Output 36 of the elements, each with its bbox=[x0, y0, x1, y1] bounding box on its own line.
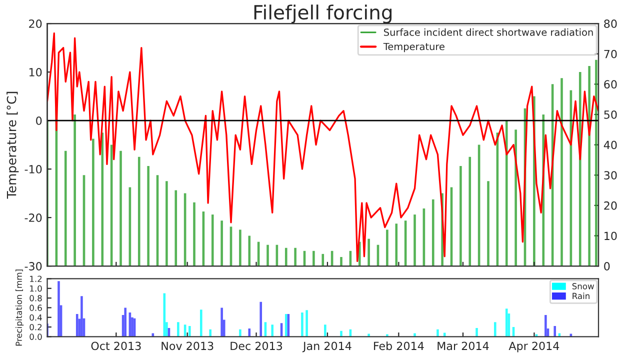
y2-tick-label: 20 bbox=[604, 201, 617, 210]
legend-label: Rain bbox=[572, 292, 590, 300]
y2-tick-label: 40 bbox=[604, 140, 617, 150]
legend-label: Snow bbox=[572, 283, 594, 290]
x-tick-label: Mar 2014 bbox=[438, 342, 489, 350]
y2-tick-label: 30 bbox=[604, 171, 617, 180]
x-tick-label: Nov 2013 bbox=[162, 342, 214, 350]
y-tick-label: 0.8 bbox=[30, 295, 42, 302]
y2-tick-label: 10 bbox=[604, 232, 617, 240]
legend-label: Surface incident direct shortwave radiation bbox=[384, 28, 593, 36]
y-tick-label: 0.6 bbox=[30, 304, 42, 311]
y-tick-label: -30 bbox=[24, 262, 42, 270]
x-tick-label: Dec 2013 bbox=[230, 342, 282, 350]
y-tick-label: 1.2 bbox=[30, 276, 42, 282]
y2-tick-label: 60 bbox=[604, 80, 617, 89]
x-tick-label: Oct 2013 bbox=[91, 342, 141, 350]
y-tick-label: 0 bbox=[36, 116, 42, 125]
y-tick-label: 0.2 bbox=[30, 324, 42, 330]
y-tick-label: -10 bbox=[24, 165, 42, 174]
y-tick-label: 0.4 bbox=[30, 314, 42, 321]
y2-tick-label: 80 bbox=[604, 20, 617, 28]
y2-tick-label: 70 bbox=[604, 50, 617, 58]
y-tick-label: 0.0 bbox=[30, 334, 42, 340]
x-tick-label: Feb 2014 bbox=[374, 342, 424, 350]
y-tick-label: 10 bbox=[29, 68, 42, 76]
y-axis-title: Precipitation [mm] bbox=[16, 270, 24, 346]
y-tick-label: 1.0 bbox=[30, 285, 42, 292]
legend-label: Temperature bbox=[383, 42, 444, 52]
x-tick-label: Jan 2014 bbox=[302, 342, 352, 352]
y-tick-label: 20 bbox=[29, 20, 42, 28]
y2-tick-label: 0 bbox=[604, 262, 610, 270]
y-tick-label: -20 bbox=[24, 214, 42, 222]
x-tick-label: Apr 2014 bbox=[508, 342, 560, 352]
y2-tick-label: 50 bbox=[604, 110, 617, 119]
y-axis-title: Temperature [°C] bbox=[6, 92, 19, 199]
chart-title: Filefjell forcing bbox=[254, 4, 392, 24]
